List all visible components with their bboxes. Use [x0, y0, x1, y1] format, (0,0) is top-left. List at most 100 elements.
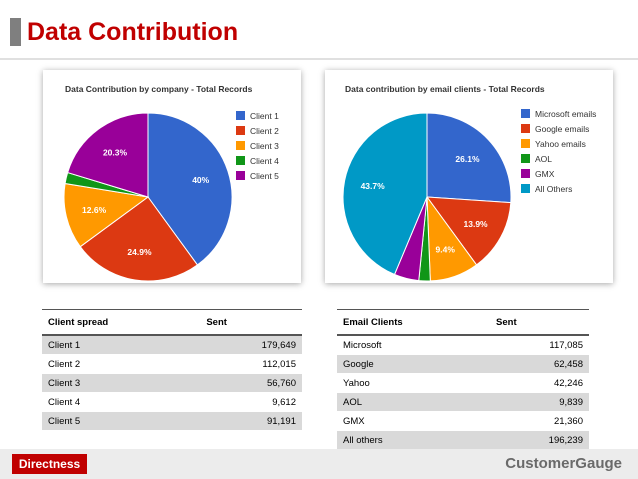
company-legend-item: Client 2: [236, 123, 279, 138]
footer-bar: Directness CustomerGauge: [0, 449, 638, 479]
email-legend-label: All Others: [535, 183, 573, 194]
row-name-cell: Client 3: [42, 373, 201, 393]
table-row: Google 62,458: [337, 354, 589, 374]
company-slice-label-3: 12.6%: [82, 205, 107, 215]
row-sent-cell: 112,015: [262, 358, 296, 370]
row-sent-cell: 62,458: [490, 354, 589, 374]
email-legend-label: AOL: [535, 153, 553, 164]
company-pie-chart: 40% 24.9% 12.6% 20.3%: [63, 112, 233, 282]
table-row: All others 196,239: [337, 430, 589, 450]
email-legend-label: Google emails: [535, 123, 590, 134]
row-name-cell: Client 2: [48, 358, 81, 370]
company-legend-item: Client 5: [236, 168, 279, 183]
company-chart-legend: Client 1 Client 2 Client 3 Client 4 Client 5: [236, 108, 279, 183]
row-name-cell: Microsoft: [343, 339, 382, 351]
email-slice-1: [426, 112, 512, 204]
email-pie-chart-card: Data contribution by email clients - Tot…: [325, 70, 613, 283]
email-legend-item: GMX: [521, 166, 596, 181]
row-sent-cell: 179,649: [200, 335, 302, 355]
company-legend-label: Client 4: [250, 155, 279, 166]
company-legend-label: Client 1: [250, 110, 279, 121]
column-header-sent: Sent: [200, 309, 302, 336]
header-divider: [0, 58, 638, 60]
company-chart-title: Data Contribution by company - Total Rec…: [65, 84, 253, 94]
row-name-cell: Yahoo: [343, 377, 370, 389]
email-legend-swatch: [521, 109, 530, 118]
email-clients-table: Email Clients Sent Microsoft 117,085 Googl…: [337, 309, 589, 450]
company-pie-chart-card: Data Contribution by company - Total Rec…: [43, 70, 301, 283]
email-legend-item: AOL: [521, 151, 596, 166]
company-slice-1: [147, 112, 233, 266]
email-legend-swatch: [521, 154, 530, 163]
table-row: Client 2 112,015: [42, 355, 302, 374]
email-slice-label-1: 26.1%: [455, 154, 480, 164]
row-sent-cell: 9,839: [490, 392, 589, 412]
row-sent-cell: 42,246: [553, 377, 583, 389]
title-accent-bar: [10, 18, 21, 46]
company-legend-item: Client 1: [236, 108, 279, 123]
email-chart-title: Data contribution by email clients - Tot…: [345, 84, 545, 94]
column-header-email-clients: Email Clients: [337, 309, 491, 336]
company-legend-item: Client 3: [236, 138, 279, 153]
table-row: GMX 21,360: [337, 412, 589, 431]
email-legend-label: Microsoft emails: [535, 108, 597, 119]
row-sent-cell: 21,360: [553, 415, 583, 427]
company-legend-swatch: [236, 171, 245, 180]
client-spread-table: Client spread Sent Client 1 179,649 Client…: [42, 309, 302, 431]
row-sent-cell: 196,239: [490, 430, 589, 450]
directness-logo: Directness: [12, 454, 87, 474]
email-legend-item: Google emails: [521, 121, 596, 136]
email-legend-label: GMX: [535, 168, 555, 179]
table-row: Yahoo 42,246: [337, 374, 589, 393]
company-legend-swatch: [236, 156, 245, 165]
company-legend-swatch: [236, 126, 245, 135]
table-row: Client 1 179,649: [42, 335, 302, 355]
email-legend-label: Yahoo emails: [535, 138, 586, 149]
company-slice-label-1: 40%: [192, 175, 209, 185]
row-name-cell: All others: [337, 430, 491, 450]
column-header-client-spread: Client spread: [42, 309, 201, 336]
table-header-row: Client spread Sent: [42, 309, 302, 336]
table-row: Client 4 9,612: [42, 393, 302, 412]
table-row: Client 5 91,191: [42, 411, 302, 431]
email-slice-6: [342, 112, 428, 276]
email-pie-chart: 26.1% 13.9% 9.4% 43.7%: [342, 112, 512, 282]
company-legend-item: Client 4: [236, 153, 279, 168]
row-name-cell: Google: [337, 354, 491, 374]
company-slice-2: [79, 196, 199, 282]
email-legend-item: All Others: [521, 181, 596, 196]
company-slice-label-2: 24.9%: [127, 247, 152, 257]
row-name-cell: Client 5: [42, 411, 201, 431]
email-legend-swatch: [521, 139, 530, 148]
row-name-cell: AOL: [337, 392, 491, 412]
column-header-sent: Sent: [490, 309, 589, 336]
company-slice-5: [67, 112, 149, 198]
table-row: Microsoft 117,085: [337, 335, 589, 355]
email-legend-swatch: [521, 184, 530, 193]
company-legend-swatch: [236, 111, 245, 120]
company-legend-label: Client 5: [250, 170, 279, 181]
row-name-cell: Client 4: [48, 396, 81, 408]
company-legend-label: Client 3: [250, 140, 279, 151]
page-title: Data Contribution: [27, 17, 239, 46]
page-header: Data Contribution: [10, 14, 238, 50]
email-legend-item: Microsoft emails: [521, 106, 596, 121]
table-header-row: Email Clients Sent: [337, 309, 589, 336]
customergauge-logo: CustomerGauge: [505, 455, 622, 472]
table-row: Client 3 56,760: [42, 373, 302, 393]
email-slice-label-6: 43.7%: [361, 181, 386, 191]
company-slice-3: [63, 182, 150, 248]
email-legend-item: Yahoo emails: [521, 136, 596, 151]
table-row: AOL 9,839: [337, 392, 589, 412]
company-legend-label: Client 2: [250, 125, 279, 136]
email-slice-2: [425, 196, 512, 266]
company-legend-swatch: [236, 141, 245, 150]
email-slice-label-2: 13.9%: [464, 219, 489, 229]
row-name-cell: Client 1: [42, 335, 201, 355]
company-slice-label-5: 20.3%: [103, 147, 128, 157]
email-legend-swatch: [521, 124, 530, 133]
email-slice-label-3: 9.4%: [436, 244, 456, 254]
row-sent-cell: 117,085: [549, 339, 583, 351]
row-sent-cell: 9,612: [272, 396, 296, 408]
row-sent-cell: 56,760: [200, 373, 302, 393]
